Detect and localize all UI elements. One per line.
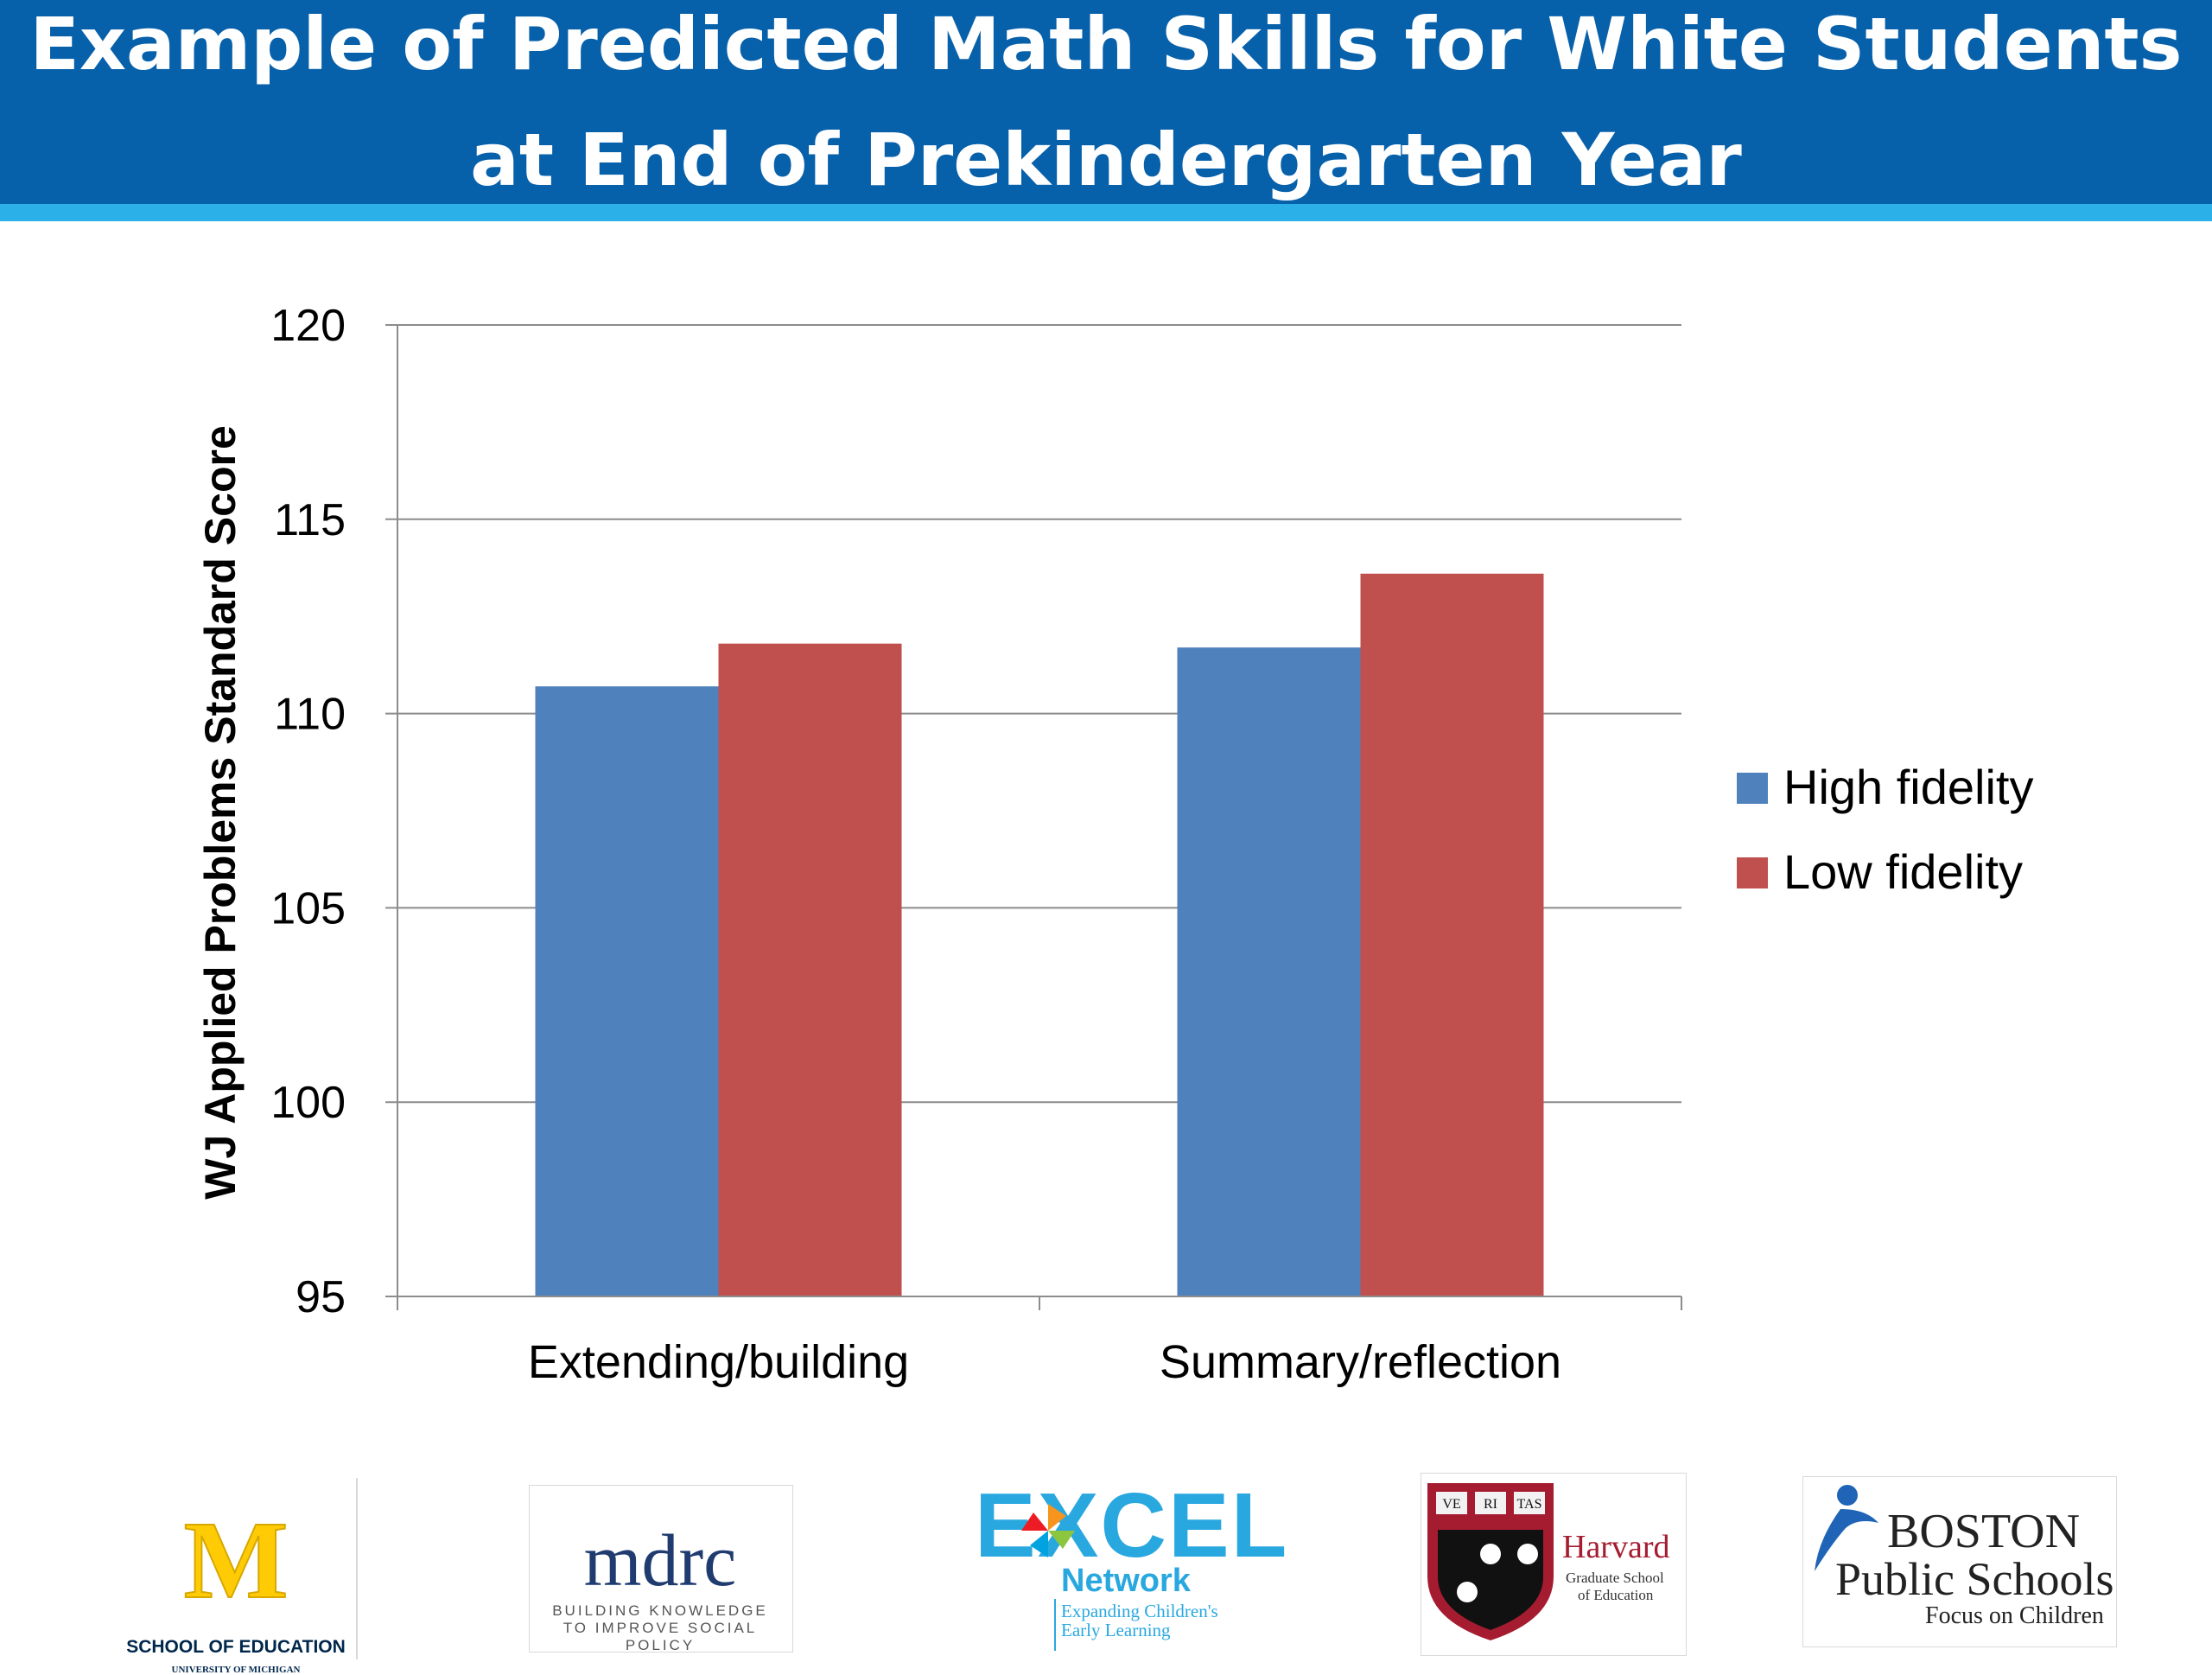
y-tick-label: 110 [274, 690, 346, 740]
harvard-book-ve: VE [1442, 1497, 1460, 1512]
mdrc-logo-frame [529, 1485, 793, 1653]
harvard-name: Harvard [1562, 1529, 1670, 1565]
slide-title: Example of Predicted Math Skills for Whi… [0, 0, 2212, 204]
legend-label: High fidelity [1783, 760, 2033, 814]
y-tick-label: 115 [274, 495, 346, 545]
slide-title-line2: at End of Prekindergarten Year [470, 118, 1742, 202]
bar-low-fidelity [1360, 573, 1544, 1296]
bar-low-fidelity [718, 643, 902, 1296]
harvard-logo-frame [1421, 1473, 1687, 1656]
harvard-book-tas: TAS [1517, 1497, 1542, 1512]
bps-logo-frame [1802, 1476, 2117, 1647]
harvard-line-1: Graduate School [1566, 1570, 1664, 1586]
harvard-shield-icon: VE RI TAS [1427, 1483, 1554, 1640]
legend-swatch [1737, 773, 1768, 804]
bps-line-1: BOSTON [1887, 1505, 2081, 1558]
excel-tagline-2: Early Learning [1061, 1620, 1171, 1640]
legend-swatch [1737, 857, 1768, 888]
excel-wordmark: EXCEL [975, 1474, 1289, 1576]
bar-high-fidelity [535, 686, 719, 1296]
title-accent-stripe [0, 204, 2212, 221]
mdrc-tagline-1: BUILDING KNOWLEDGE [552, 1602, 768, 1619]
bps-figure-icon [1815, 1485, 1878, 1571]
y-axis-label: WJ Applied Problems Standard Score [196, 425, 245, 1200]
partner-logos: M SCHOOL OF EDUCATION UNIVERSITY OF MICH… [0, 1461, 2212, 1675]
y-tick-label: 95 [296, 1272, 346, 1322]
x-category-label: Extending/building [528, 1336, 909, 1388]
y-tick-label: 100 [270, 1078, 346, 1128]
divider [356, 1478, 358, 1659]
umich-logo: M SCHOOL OF EDUCATION [126, 1504, 346, 1657]
bps-line-3: Focus on Children [1925, 1602, 2104, 1629]
bar-chart: 95 100 105 110 115 120 Extending/building Summa… [196, 301, 2033, 1388]
excel-accent-line [1054, 1599, 1056, 1651]
slide-title-line1: Example of Predicted Math Skills for Whi… [29, 2, 2183, 86]
umich-university-text: UNIVERSITY OF MICHIGAN [171, 1665, 301, 1675]
x-category-label: Summary/reflection [1160, 1336, 1561, 1388]
excel-tagline-1: Expanding Children's [1061, 1601, 1218, 1621]
mdrc-wordmark: mdrc [583, 1519, 737, 1602]
mdrc-tagline-2: TO IMPROVE SOCIAL POLICY [563, 1620, 758, 1653]
umich-block-m: M [184, 1504, 289, 1621]
legend-label: Low fidelity [1783, 844, 2023, 899]
harvard-line-2: of Education [1578, 1587, 1654, 1603]
y-tick-label: 105 [270, 883, 346, 933]
harvard-book-ri: RI [1484, 1497, 1497, 1512]
excel-network-text: Network [1061, 1563, 1191, 1599]
title-banner [0, 0, 2212, 204]
bar-high-fidelity [1177, 647, 1361, 1296]
y-tick-label: 120 [270, 301, 346, 351]
pinwheel-icon [1021, 1504, 1075, 1557]
umich-school-text: SCHOOL OF EDUCATION [126, 1637, 346, 1657]
bps-line-2: Public Schools [1835, 1553, 2114, 1605]
